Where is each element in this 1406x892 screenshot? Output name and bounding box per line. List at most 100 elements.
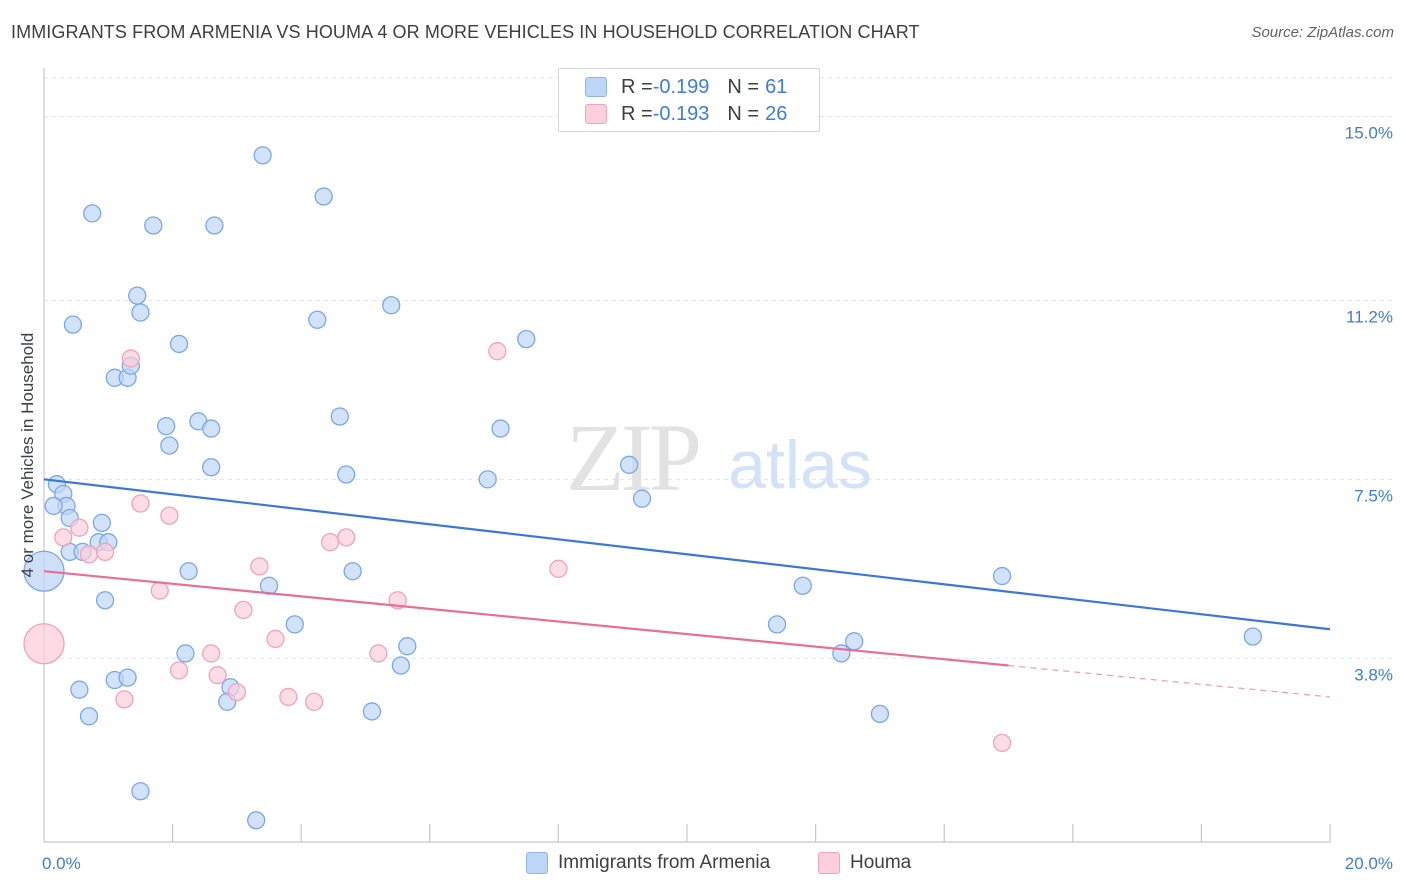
bottom-legend-armenia: Immigrants from Armenia (526, 852, 770, 874)
n-label: N = (727, 102, 760, 125)
data-point (95, 591, 115, 610)
data-point (63, 315, 83, 334)
data-point (157, 417, 176, 436)
data-point (95, 542, 115, 562)
data-point (478, 470, 497, 489)
data-point (253, 146, 272, 165)
data-point (83, 204, 102, 223)
n-label: N = (727, 75, 760, 98)
series-houma (23, 342, 1012, 753)
data-point (150, 581, 169, 600)
data-point (314, 187, 333, 206)
data-point (619, 455, 639, 474)
y-tick-label: 11.2% (1346, 307, 1393, 326)
legend-row-houma: R = -0.193 N = 26 (585, 102, 787, 126)
legend-swatch-blue (526, 852, 548, 874)
data-point (131, 303, 150, 322)
data-point (343, 562, 362, 581)
chart-title: IMMIGRANTS FROM ARMENIA VS HOUMA 4 OR MO… (11, 22, 920, 42)
x-tick-label: 0.0% (42, 854, 81, 873)
data-point (169, 661, 189, 680)
data-point (118, 668, 137, 687)
data-point (285, 615, 304, 634)
data-point (337, 528, 356, 547)
data-point (382, 296, 401, 315)
legend-swatch-pink (585, 104, 607, 124)
data-point (202, 644, 221, 663)
x-tick-label: 20.0% (1345, 854, 1393, 873)
data-point (176, 644, 195, 663)
data-point (208, 666, 227, 685)
r-value: -0.193 (652, 102, 710, 125)
tick-labels: 3.8% 7.5% 11.2% 15.0% 0.0% 20.0% (42, 124, 1393, 873)
trend-line-houma (43, 570, 1009, 667)
data-point (79, 545, 99, 564)
data-point (266, 629, 285, 649)
data-point (131, 494, 150, 513)
legend-swatch-pink (818, 852, 840, 874)
source-credit: Source: ZipAtlas.com (1251, 24, 1394, 41)
correlation-legend: R = -0.199 N = 61 R = -0.193 N = 26 (558, 68, 820, 132)
data-point (115, 690, 134, 709)
data-point (845, 632, 864, 651)
data-point (369, 644, 388, 663)
y-tick-label: 3.8% (1354, 665, 1393, 684)
data-point (488, 342, 507, 361)
data-point (92, 513, 112, 533)
data-point (202, 419, 221, 438)
watermark-atlas: atlas (728, 427, 872, 503)
data-point (160, 506, 179, 525)
data-point (549, 559, 568, 578)
axes (43, 68, 1331, 843)
data-point (144, 216, 163, 235)
trend-line-houma-extension (1008, 664, 1331, 698)
data-point (23, 623, 65, 665)
n-value: 26 (765, 102, 788, 125)
data-point (169, 334, 189, 354)
legend-swatch-blue (585, 77, 607, 97)
r-label: R = (621, 75, 653, 98)
watermark: ZIP atlas (566, 404, 872, 511)
y-tick-label: 7.5% (1354, 486, 1393, 505)
bottom-legend-houma: Houma (818, 852, 911, 874)
data-point (279, 687, 298, 707)
data-point (79, 707, 99, 726)
data-point (128, 286, 147, 305)
data-point (320, 533, 340, 552)
data-point (205, 216, 224, 235)
data-point (398, 637, 417, 656)
data-point (202, 458, 221, 477)
r-value: -0.199 (652, 75, 710, 98)
n-value: 61 (765, 75, 788, 98)
data-point (234, 600, 253, 620)
y-axis-label: 4 or more Vehicles in Household (18, 332, 37, 578)
data-point (793, 576, 812, 595)
data-point (870, 704, 890, 724)
trend-lines (43, 478, 1331, 698)
data-point (179, 562, 198, 581)
data-point (832, 644, 851, 663)
data-point (491, 419, 510, 438)
data-point (992, 566, 1012, 586)
data-point (44, 496, 63, 516)
data-point (160, 436, 179, 455)
data-point (1243, 627, 1262, 646)
data-point (767, 615, 787, 634)
data-point (337, 465, 356, 484)
data-point (304, 692, 324, 711)
data-point (121, 349, 140, 368)
data-point (247, 811, 266, 830)
data-point (391, 656, 411, 675)
data-point (70, 518, 89, 537)
data-point (308, 310, 327, 329)
data-point (330, 407, 349, 426)
data-point (362, 702, 382, 721)
series-immigrants-from-armenia (23, 146, 1262, 830)
gridlines (44, 77, 1392, 659)
legend-row-armenia: R = -0.199 N = 61 (585, 75, 787, 99)
data-point (131, 782, 150, 801)
y-tick-label: 15.0% (1345, 124, 1393, 143)
data-point (250, 557, 269, 576)
data-point (517, 329, 536, 349)
